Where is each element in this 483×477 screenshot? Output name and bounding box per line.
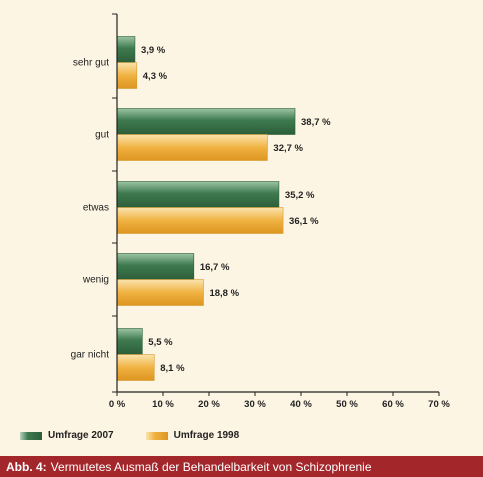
x-tick-label: 50 % — [336, 399, 358, 410]
category-label: gar nicht — [71, 350, 110, 361]
x-tick-label: 20 % — [198, 399, 220, 410]
value-label: 18,8 % — [209, 288, 239, 299]
caption-prefix: Abb. 4: — [6, 459, 47, 474]
value-label: 5,5 % — [148, 337, 173, 348]
bar-chart: sehr gut 3,9 % 4,3 % gut 38,7 % 32,7 % etwas 35… — [71, 13, 450, 410]
x-tick-label: 60 % — [382, 399, 404, 410]
bar-1998 — [116, 354, 155, 381]
x-tick-label: 40 % — [290, 399, 312, 410]
category-label: etwas — [83, 203, 109, 214]
x-tick-label: 10 % — [152, 399, 174, 410]
value-label: 38,7 % — [301, 117, 331, 128]
legend-item-2007: Umfrage 2007 — [20, 430, 114, 441]
x-tick-label: 70 % — [428, 399, 450, 410]
value-label: 3,9 % — [141, 45, 166, 56]
category-label: sehr gut — [73, 58, 109, 69]
legend-label-1998: Umfrage 1998 — [173, 430, 240, 441]
bar-2007 — [116, 108, 296, 135]
category-label: gut — [95, 130, 109, 141]
legend: Umfrage 2007 Umfrage 1998 — [20, 430, 271, 441]
value-label: 16,7 % — [200, 262, 230, 273]
category-label: wenig — [82, 275, 109, 286]
x-tick-label: 0 % — [109, 399, 126, 410]
legend-swatch-1998 — [145, 431, 168, 440]
bar-2007 — [116, 328, 143, 355]
bar-1998 — [116, 134, 268, 161]
caption-text: Vermutetes Ausmaß der Behandelbarkeit vo… — [50, 459, 372, 474]
value-label: 8,1 % — [160, 363, 185, 374]
x-tick-label: 30 % — [244, 399, 266, 410]
bar-1998 — [116, 207, 284, 234]
legend-item-1998: Umfrage 1998 — [145, 430, 240, 441]
value-label: 4,3 % — [143, 71, 168, 82]
bar-1998 — [116, 62, 138, 89]
value-label: 35,2 % — [285, 190, 315, 201]
bar-2007 — [116, 253, 195, 280]
bar-2007 — [116, 36, 136, 63]
figure-caption: Abb. 4: Vermutetes Ausmaß der Behandelba… — [0, 456, 483, 477]
value-label: 32,7 % — [273, 143, 303, 154]
bar-2007 — [116, 181, 280, 208]
value-label: 36,1 % — [289, 216, 319, 227]
bar-1998 — [116, 279, 204, 306]
legend-swatch-2007 — [20, 431, 42, 440]
legend-label-2007: Umfrage 2007 — [48, 430, 114, 441]
